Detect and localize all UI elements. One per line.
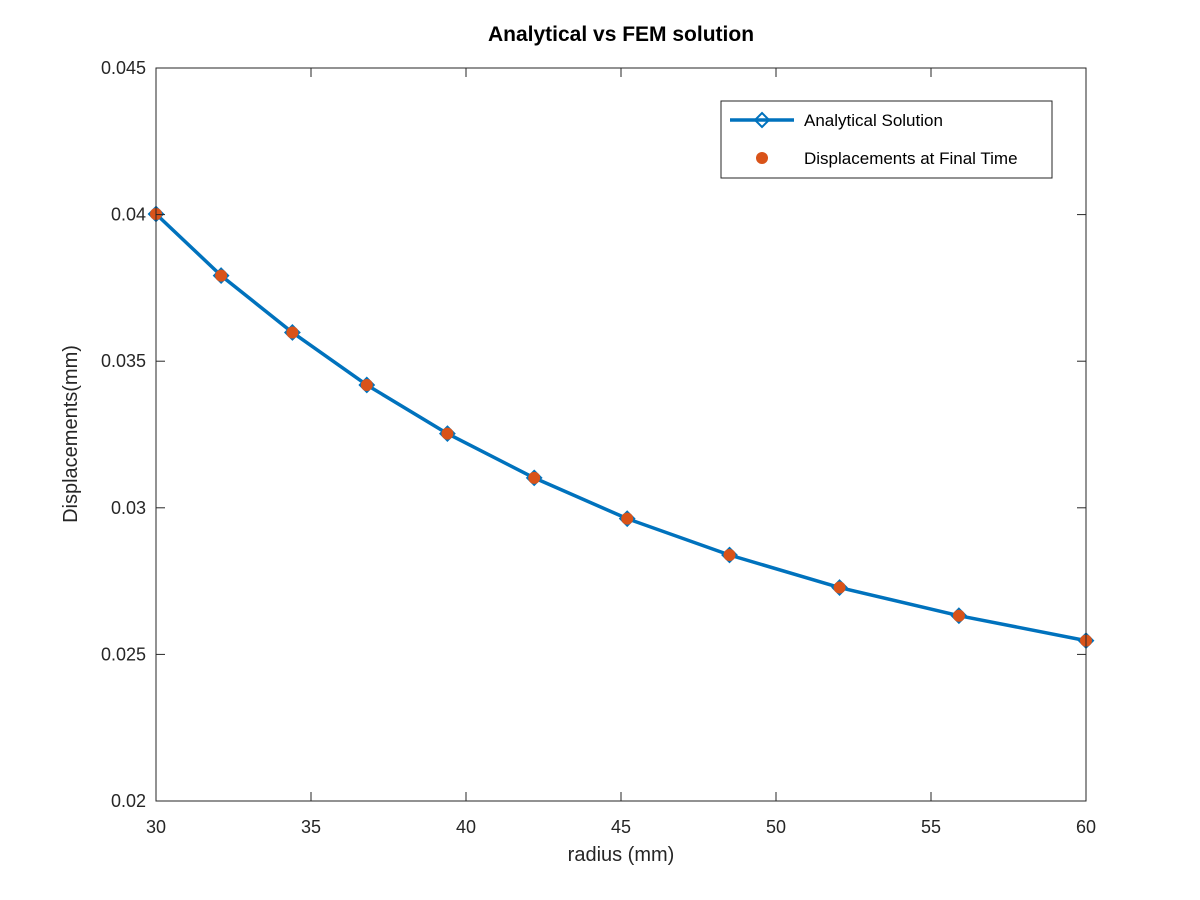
fem-displacement-point: [833, 581, 846, 594]
y-tick-label: 0.03: [111, 498, 146, 518]
fem-displacement-point: [215, 269, 228, 282]
fem-displacement-point: [360, 378, 373, 391]
y-tick-label: 0.045: [101, 58, 146, 78]
fem-displacement-point: [441, 427, 454, 440]
y-axis-label: Displacements(mm): [60, 345, 82, 523]
y-tick-label: 0.025: [101, 644, 146, 664]
legend-analytical-label: Analytical Solution: [804, 111, 943, 130]
fem-displacement-point: [286, 326, 299, 339]
x-tick-label: 35: [301, 817, 321, 837]
x-tick-label: 55: [921, 817, 941, 837]
x-tick-label: 60: [1076, 817, 1096, 837]
fem-displacement-point: [952, 609, 965, 622]
x-axis-label: radius (mm): [568, 844, 675, 866]
x-tick-label: 50: [766, 817, 786, 837]
legend-fem-marker: [756, 152, 768, 164]
legend-fem-label: Displacements at Final Time: [804, 149, 1018, 168]
ticks-layer: 30 35 40 45 50 55 60 0.02 0.025 0.03 0.035 0.04 0.04…: [101, 58, 1096, 837]
legend-analytical-marker: [753, 111, 771, 129]
fem-displacement-point: [723, 549, 736, 562]
x-tick-label: 40: [456, 817, 476, 837]
chart-title: Analytical vs FEM solution: [488, 23, 754, 46]
y-tick-label: 0.02: [111, 791, 146, 811]
y-tick-label: 0.04: [111, 205, 146, 225]
legend-box: [720, 100, 1053, 179]
fem-displacement-point: [621, 512, 634, 525]
x-tick-label: 30: [146, 817, 166, 837]
plot-area: [156, 68, 1086, 801]
fem-displacement-point: [528, 471, 541, 484]
legend: Analytical Solution Displacements at Fin…: [720, 100, 1053, 179]
y-tick-label: 0.035: [101, 351, 146, 371]
x-tick-label: 45: [611, 817, 631, 837]
series-layer: [147, 205, 1095, 650]
